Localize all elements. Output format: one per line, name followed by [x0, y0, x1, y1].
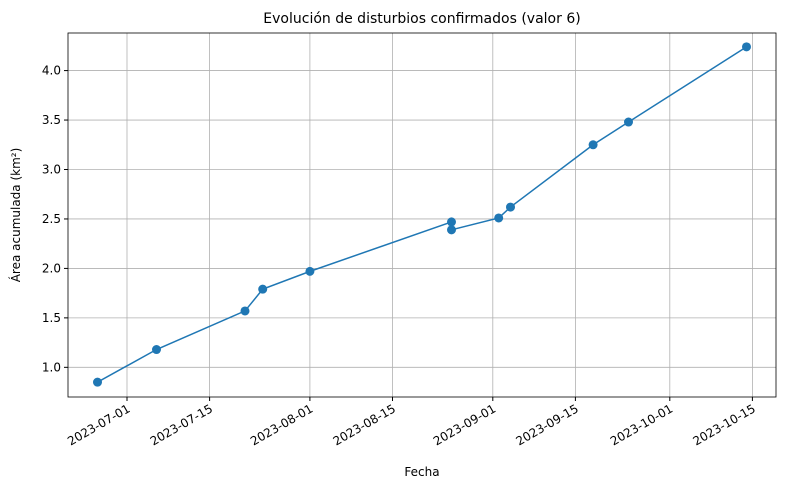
- data-point: [447, 217, 456, 227]
- data-point: [152, 345, 161, 355]
- data-point: [742, 42, 751, 52]
- y-tick-label: 4.0: [42, 64, 61, 78]
- y-tick-label: 1.0: [42, 360, 61, 374]
- y-tick-label: 3.0: [42, 163, 61, 177]
- plot-frame: [67, 32, 777, 398]
- data-point: [305, 266, 315, 276]
- data-point: [494, 213, 504, 223]
- data-point: [506, 202, 515, 212]
- data-point: [240, 306, 250, 316]
- data-point: [258, 284, 268, 294]
- y-tick-label: 2.5: [42, 212, 61, 226]
- data-point: [447, 225, 456, 235]
- data-point: [624, 117, 633, 127]
- y-tick-label: 3.5: [42, 113, 61, 127]
- x-axis-label: Fecha: [404, 465, 439, 479]
- y-axis-label: Área acumulada (km²): [8, 148, 23, 283]
- y-tick-label: 2.0: [42, 261, 61, 275]
- data-point: [588, 140, 598, 150]
- y-tick-label: 1.5: [42, 311, 61, 325]
- chart-title: Evolución de disturbios confirmados (val…: [263, 11, 580, 27]
- data-point: [93, 377, 102, 387]
